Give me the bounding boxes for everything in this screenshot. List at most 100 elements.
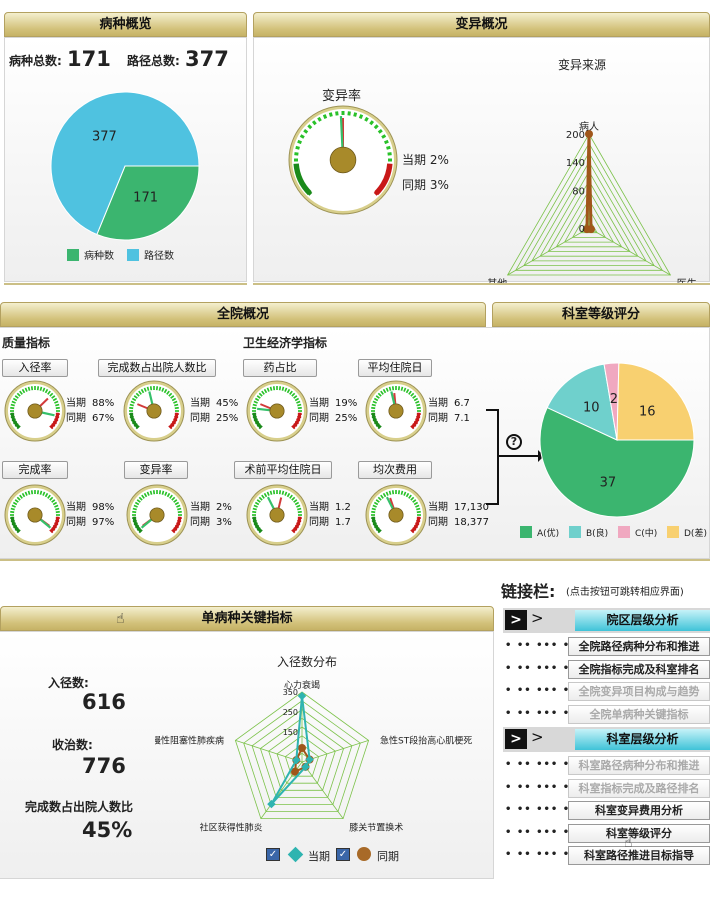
indicator-button-3[interactable]: 平均住院日 [358, 359, 432, 377]
gauge-5-hub [149, 507, 165, 523]
indicator-values-4: 当期 98% 同期 97% [66, 500, 114, 530]
link-button[interactable]: 全院指标完成及科室排名 [568, 659, 710, 679]
panel-header-variation: 变异概况 [253, 12, 710, 37]
bullet-dots: • •• ••• ••• [505, 781, 585, 793]
gauge-3-hub [388, 403, 404, 419]
previous-value: 67% [92, 413, 115, 424]
disease-total-label: 病种总数: [9, 54, 62, 68]
current-label: 当期 [309, 398, 329, 409]
link-row: • •• ••• ••• 全院路径病种分布和推进 [503, 636, 710, 657]
previous-value: 7.1 [454, 413, 470, 424]
indicator-button-0[interactable]: 入径率 [2, 359, 68, 377]
link-row: • •• ••• ••• 全院单病种关键指标 [503, 704, 710, 725]
legend-current-marker [287, 846, 304, 863]
current-value: 19% [335, 398, 358, 409]
previous-label: 同期 [309, 413, 329, 424]
radar-distribution-title: 入径数分布 [277, 655, 338, 669]
disease-overview-pie-chart: 171 377 病种数 路径数 [50, 91, 200, 262]
radar-previous-point-0 [298, 744, 306, 752]
link-button[interactable]: 全院单病种关键指标 [568, 704, 710, 724]
panel-single-disease: 入径数: 616 收治数: 776 完成数占出院人数比 45% 入径数分布 35… [0, 631, 494, 879]
indicator-values-1: 当期 45% 同期 25% [190, 396, 238, 426]
arrow-right-icon: > [505, 729, 527, 749]
variation-current-text: 当期 2% [402, 153, 449, 167]
indicator-button-1[interactable]: 完成数占出院人数比 [98, 359, 216, 377]
previous-label: 同期 [428, 517, 448, 528]
admitted-label: 收治数: [52, 738, 93, 752]
legend-current-checkbox[interactable]: ✓ [266, 848, 280, 861]
radar-current-point-3 [267, 799, 276, 809]
previous-value: 25% [216, 413, 239, 424]
link-row: • •• ••• ••• 科室等级评分 [503, 823, 710, 844]
variation-source-radar-chart: 200 140 80 0 病人医生 其他 [487, 120, 697, 283]
current-value: 88% [92, 398, 115, 409]
arrow-right-icon: > [531, 609, 544, 627]
pie-label-0: 171 [133, 191, 158, 206]
current-label: 当期 [66, 502, 86, 513]
indicator-gauge-3 [365, 380, 427, 442]
link-button[interactable]: 全院路径病种分布和推进 [568, 637, 710, 656]
legend-previous-checkbox[interactable]: ✓ [336, 848, 350, 861]
gauge-4-hub [27, 507, 43, 523]
panel-header-hospital-overview: 全院概况 [0, 302, 486, 327]
current-value: 2% [216, 502, 232, 513]
dept-legend-label-0: A(优) [537, 529, 560, 539]
hand-cursor-icon: ☝ [116, 611, 125, 627]
link-button[interactable]: 全院变异项目构成与趋势 [568, 682, 710, 701]
previous-value: 3% [216, 517, 232, 528]
link-button[interactable]: 科室路径推进目标指导 [568, 846, 710, 865]
indicator-values-5: 当期 2% 同期 3% [190, 500, 232, 530]
dept-pie-slice-1 [546, 363, 618, 441]
variation-radar-point-0 [585, 130, 593, 138]
previous-label: 同期 [190, 413, 210, 424]
bullet-dots: • •• ••• ••• [505, 707, 585, 719]
link-button[interactable]: 科室路径病种分布和推进 [568, 756, 710, 775]
dept-legend-swatch-0 [520, 526, 532, 538]
indicator-gauge-5 [126, 484, 188, 546]
previous-label: 同期 [309, 517, 329, 528]
radar-current-point-4 [292, 755, 301, 765]
current-label: 当期 [428, 502, 448, 513]
arrow-right-icon: > [531, 728, 544, 746]
radar-current-point-2 [301, 762, 310, 772]
variation-rate-gauge [288, 105, 398, 215]
link-row: • •• ••• ••• 科室路径病种分布和推进 [503, 755, 710, 776]
help-icon[interactable]: ? [506, 434, 522, 450]
current-value: 45% [216, 398, 239, 409]
bullet-dots: • •• ••• ••• [505, 759, 585, 770]
current-value: 1.2 [335, 502, 351, 513]
admitted-value: 776 [82, 754, 126, 778]
current-label: 当期 [309, 502, 329, 513]
radar-axis-3: 社区获得性肺炎 [200, 822, 263, 834]
previous-value: 18,377 [454, 517, 489, 528]
indicator-button-6[interactable]: 术前平均住院日 [234, 461, 332, 479]
completion-ratio-value: 45% [82, 818, 133, 842]
variation-gauge-hub [329, 146, 357, 174]
current-value: 98% [92, 502, 115, 513]
dept-pie-label-3: 16 [639, 404, 656, 419]
indicator-button-5[interactable]: 变异率 [124, 461, 188, 479]
dept-legend-swatch-2 [618, 526, 630, 538]
legend-swatch-0 [67, 249, 79, 261]
pie-slice-0 [96, 165, 200, 241]
indicator-button-7[interactable]: 均次费用 [358, 461, 432, 479]
link-section-header-0: > > 院区层级分析 [503, 608, 710, 633]
radar-axis-1: 急性ST段抬高心肌梗死 [380, 734, 472, 746]
radar-tick-0: 350 [283, 688, 298, 697]
link-button[interactable]: 科室等级评分 [568, 823, 710, 843]
indicator-button-4[interactable]: 完成率 [2, 461, 68, 479]
legend-current-label: 当期 [308, 850, 330, 863]
gauge-1-hub [146, 403, 162, 419]
indicator-button-2[interactable]: 药占比 [243, 359, 317, 377]
panel-header-single-disease: 单病种关键指标 [0, 606, 494, 631]
indicator-values-0: 当期 88% 同期 67% [66, 396, 114, 426]
previous-label: 同期 [190, 517, 210, 528]
dept-score-legend: A(优) B(良) C(中) D(差) [520, 525, 710, 543]
link-button[interactable]: 科室变异费用分析 [568, 801, 710, 820]
previous-label: 同期 [66, 413, 86, 424]
hand-cursor-icon: ☝ [624, 835, 633, 851]
link-button[interactable]: 科室指标完成及路径排名 [568, 778, 710, 798]
admission-path-value: 616 [82, 690, 126, 714]
radar-current-point-1 [305, 755, 314, 764]
